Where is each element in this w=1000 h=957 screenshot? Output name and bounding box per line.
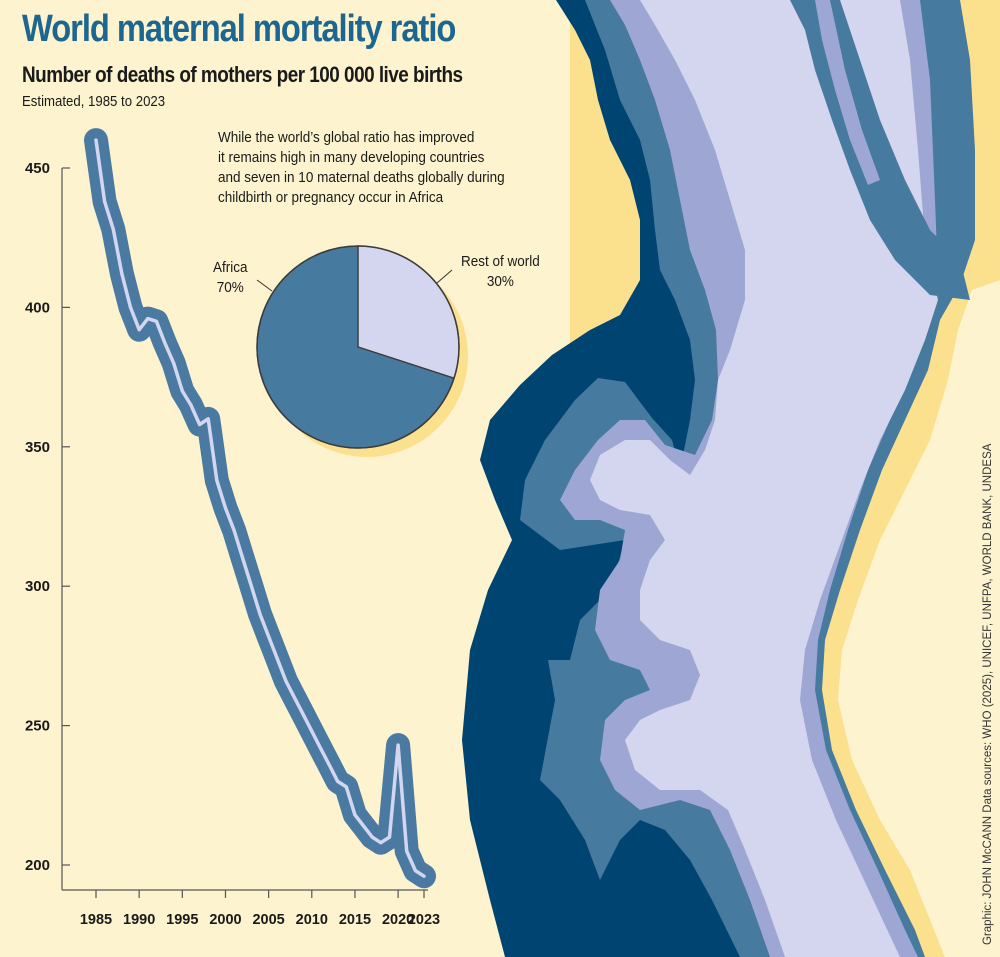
data-point <box>396 743 400 747</box>
pie-chart <box>256 245 468 457</box>
pregnant-silhouette-illustration <box>462 0 1000 957</box>
data-point <box>129 305 133 309</box>
silhouette-hair-highlight <box>815 0 880 185</box>
y-tick-label: 450 <box>25 160 50 177</box>
date-range-note: Estimated, 1985 to 2023 <box>22 93 166 110</box>
data-point <box>258 612 262 616</box>
data-point <box>293 696 297 700</box>
pie-slices <box>256 245 460 449</box>
line-chart: 200 250 300 350 400 450 1985 1990 1995 2000 2005 2… <box>25 128 440 928</box>
y-axis-ticks: 200 250 300 350 400 450 <box>25 160 70 874</box>
data-point <box>370 835 374 839</box>
pie-label-rest: Rest of world 30% <box>461 252 540 292</box>
data-point <box>111 227 115 231</box>
x-tick-label: 2010 <box>296 912 328 928</box>
data-point <box>318 746 322 750</box>
data-point <box>94 138 98 142</box>
x-tick-label: 2005 <box>252 912 284 928</box>
pie-leader-africa <box>256 279 273 292</box>
y-tick-label: 300 <box>25 578 50 595</box>
data-point <box>189 403 193 407</box>
pie-annotation: While the world’s global ratio has impro… <box>218 128 524 208</box>
pie-leader-rest <box>436 269 453 284</box>
data-point <box>249 584 253 588</box>
data-point <box>413 869 417 873</box>
data-point <box>120 272 124 276</box>
pie-label-rest-value: 30% <box>486 273 514 290</box>
data-point <box>275 657 279 661</box>
source-credit: Graphic: JOHN McCANN Data sources: WHO (… <box>982 443 994 945</box>
data-point <box>362 824 366 828</box>
data-point <box>422 874 426 878</box>
annotation-line: childbirth or pregnancy occur in Africa <box>218 189 444 206</box>
data-point <box>387 835 391 839</box>
data-point <box>206 417 210 421</box>
x-tick-label: 1985 <box>80 912 112 928</box>
x-tick-label: 2020 <box>382 912 414 928</box>
pie-label-africa-value: 70% <box>216 279 244 296</box>
data-point <box>172 361 176 365</box>
data-point <box>232 528 236 532</box>
data-point <box>163 342 167 346</box>
pie-label-rest-name: Rest of world <box>461 253 540 270</box>
x-tick-label: 2023 <box>408 912 440 928</box>
data-point <box>301 712 305 716</box>
y-tick-label: 250 <box>25 718 50 735</box>
data-point <box>146 317 150 321</box>
pie-label-africa-name: Africa <box>213 259 248 276</box>
x-tick-label: 2000 <box>209 912 241 928</box>
data-point <box>137 328 141 332</box>
data-point <box>344 785 348 789</box>
mortality-line-points <box>94 138 426 878</box>
annotation-line: and seven in 10 maternal deaths globally… <box>218 169 505 186</box>
y-tick-label: 400 <box>25 299 50 316</box>
x-tick-label: 2015 <box>339 912 371 928</box>
data-point <box>353 813 357 817</box>
annotation-line: While the world’s global ratio has impro… <box>218 129 475 146</box>
page-subtitle: Number of deaths of mothers per 100 000 … <box>22 62 463 87</box>
data-point <box>267 634 271 638</box>
x-tick-label: 1995 <box>166 912 198 928</box>
data-point <box>103 199 107 203</box>
annotation-line: it remains high in many developing count… <box>218 149 485 166</box>
data-point <box>180 389 184 393</box>
data-point <box>241 556 245 560</box>
data-point <box>327 763 331 767</box>
data-point <box>198 422 202 426</box>
data-point <box>154 319 158 323</box>
x-tick-label: 1990 <box>123 912 155 928</box>
y-tick-label: 350 <box>25 439 50 456</box>
data-point <box>310 729 314 733</box>
pie-outline <box>256 245 460 449</box>
y-tick-label: 200 <box>25 857 50 874</box>
data-point <box>223 506 227 510</box>
data-point <box>284 679 288 683</box>
pie-label-africa: Africa 70% <box>213 258 248 298</box>
data-point <box>379 841 383 845</box>
data-point <box>336 779 340 783</box>
page-title: World maternal mortality ratio <box>22 8 456 50</box>
data-point <box>405 849 409 853</box>
silhouette-pale-layer <box>590 0 938 957</box>
data-point <box>215 478 219 482</box>
